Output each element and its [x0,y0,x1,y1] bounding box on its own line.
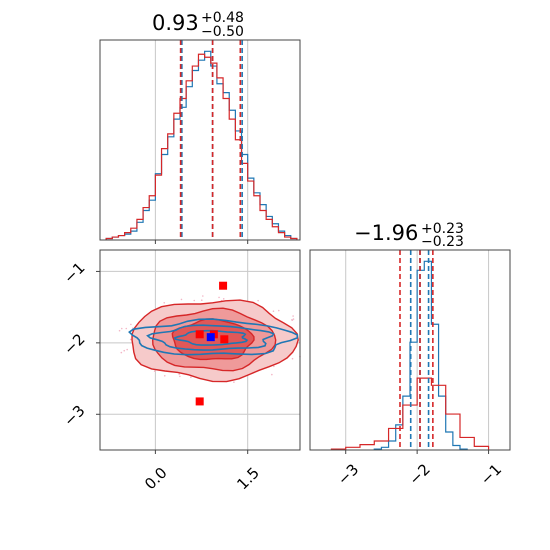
joint-sample-point [273,365,275,368]
joint-ytick-label: −3 [60,402,88,430]
red-marker [220,335,229,344]
joint-axes [99,249,301,451]
joint-xtick-label: 1.5 [233,464,263,494]
param-2-title: −1.96 +0.23 −0.23 [354,221,464,250]
param-2-title-lower: −0.23 [421,234,464,250]
joint-sample-point [178,373,181,375]
joint-sample-point [120,327,123,330]
blue-marker [206,333,215,342]
joint-sample-point [291,319,294,321]
joint-ytick-label: −2 [60,330,88,358]
joint-sample-point [123,349,126,352]
joint-sample-point [222,298,225,300]
joint-sample-point [179,375,181,378]
joint-sample-point [202,295,204,297]
joint-sample-point [218,296,220,299]
joint-sample-point [292,318,295,320]
joint-xtick-label: 0.0 [141,464,171,494]
joint-sample-point [126,348,128,351]
joint-ytick-label: −1 [60,259,88,287]
blue-contour-level-1 [146,324,275,351]
param-2-axes [309,249,511,451]
joint-sample-point [190,376,192,379]
joint-sample-point [257,299,259,302]
param-1-title-upper: +0.48 [201,10,244,26]
joint-sample-point [233,381,235,383]
param-1-title: 0.93 +0.48 −0.50 [152,10,244,40]
joint-sample-point [118,329,121,332]
joint-sample-point [163,302,166,304]
joint-sample-point [277,309,280,312]
blue-contour-level-0 [128,318,299,356]
blue-contour-level-2 [173,329,249,346]
red-marker [195,397,204,406]
joint-sample-point [291,357,294,360]
red-marker [219,281,228,290]
param-1-title-lower: −0.50 [201,24,244,40]
param-1-histogram-series-1 [105,53,298,240]
param-1-title-value: 0.93 [152,11,199,35]
joint-sample-point [120,351,123,354]
joint-sample-point [292,315,294,317]
param-2-xtick-label: −3 [334,460,362,488]
joint-sample-point [271,373,273,376]
joint-sample-point [200,299,203,301]
red-marker [195,330,204,339]
joint-sample-point [180,298,183,301]
param-1-axes [99,39,301,241]
joint-sample-point [130,323,132,326]
joint-sample-point [163,375,166,377]
joint-sample-point [193,299,196,302]
joint-sample-point [129,338,132,341]
param-2-xtick-label: −1 [477,460,505,488]
param-1-histogram-series-0 [105,50,298,240]
joint-sample-point [125,327,128,330]
joint-sample-point [272,310,275,312]
param-2-title-upper: +0.23 [421,221,464,237]
param-2-xtick-label: −2 [405,460,433,488]
joint-sample-point [153,370,156,372]
param-2-title-value: −1.96 [354,221,418,245]
